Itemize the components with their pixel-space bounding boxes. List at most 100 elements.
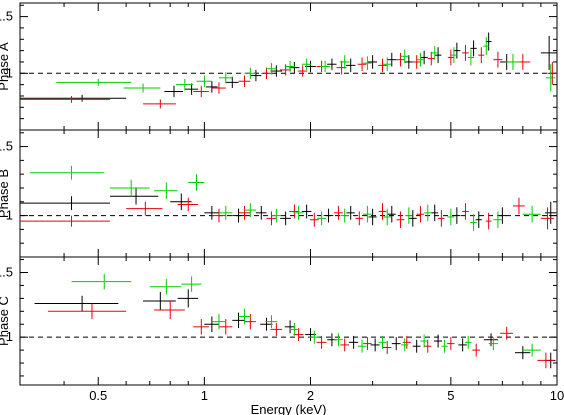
data-point-red — [193, 319, 209, 335]
data-point-green — [405, 207, 413, 224]
data-point-red — [280, 64, 291, 76]
data-point-black — [408, 210, 417, 227]
data-point-red — [462, 44, 469, 61]
data-point-green — [308, 330, 320, 344]
data-point-red — [485, 212, 492, 230]
y-axis-label-2: Phase B — [0, 169, 11, 218]
data-point-black — [164, 85, 184, 98]
data-point-black — [225, 76, 239, 89]
data-point-black — [348, 335, 359, 349]
data-point-green — [289, 322, 300, 336]
data-point-green — [238, 308, 251, 325]
x-tick-label: 0.5 — [89, 388, 107, 403]
data-point-green — [175, 78, 194, 91]
data-point-green — [441, 339, 448, 353]
data-point-black — [327, 58, 337, 70]
data-point-red — [472, 343, 481, 357]
data-point-red — [438, 210, 445, 227]
data-point-red — [193, 85, 209, 98]
y-tick-label: 1 — [6, 65, 13, 80]
data-point-red — [261, 67, 272, 79]
data-point-green — [378, 335, 387, 349]
data-point-black — [345, 58, 356, 73]
data-point-green — [339, 55, 350, 69]
data-point-black — [110, 187, 159, 205]
data-point-red — [266, 211, 277, 226]
data-point-red — [177, 197, 199, 212]
data-point-red — [427, 51, 435, 66]
data-point-green — [483, 37, 490, 56]
x-tick-label: 5 — [447, 388, 454, 403]
data-point-green — [333, 333, 343, 347]
data-point-green — [218, 72, 233, 84]
data-point-green — [149, 278, 182, 295]
data-point-green — [357, 339, 367, 353]
data-point-green — [181, 276, 202, 292]
data-point-black — [431, 204, 439, 222]
data-point-black — [143, 291, 176, 311]
y-tick-label: 1.5 — [0, 139, 13, 154]
data-point-green — [301, 58, 312, 70]
data-point-red — [512, 197, 525, 215]
data-point-black — [280, 211, 291, 226]
data-point-green — [154, 182, 178, 200]
data-point-green — [293, 205, 304, 220]
data-point-red — [493, 51, 503, 68]
data-point-black — [323, 208, 334, 223]
data-point-green — [416, 52, 425, 67]
data-point-green — [123, 83, 161, 93]
y-axis-label-3: Phase C — [0, 296, 11, 346]
data-point-green — [505, 54, 520, 70]
data-point-red — [297, 65, 308, 77]
data-point-black — [289, 61, 300, 74]
data-point-red — [424, 339, 432, 353]
data-point-black — [301, 204, 312, 219]
data-point-black — [184, 83, 199, 95]
data-point-green — [522, 205, 541, 223]
data-point-black — [367, 55, 378, 69]
x-tick-label: 1 — [201, 388, 208, 403]
data-point-green — [110, 179, 150, 197]
data-point-red — [500, 326, 513, 340]
data-point-black — [434, 47, 442, 64]
data-point-green — [447, 208, 455, 226]
data-point-green — [188, 174, 205, 191]
data-point-green — [363, 205, 372, 223]
data-point-green — [450, 47, 457, 64]
data-point-green — [211, 313, 226, 330]
data-point-green — [29, 165, 105, 180]
data-point-green — [420, 334, 428, 348]
data-point-black — [470, 40, 477, 57]
data-point-red — [20, 215, 111, 227]
y-tick-label: 1 — [6, 329, 13, 344]
data-point-green — [265, 315, 278, 329]
data-point-red — [357, 57, 367, 72]
data-point-black — [545, 201, 557, 224]
data-point-red — [20, 95, 111, 103]
data-point-black — [346, 205, 355, 220]
data-point-red — [340, 338, 349, 352]
data-point-green — [493, 211, 503, 229]
data-point-black — [453, 42, 461, 59]
data-point-red — [211, 208, 226, 223]
data-point-green — [196, 75, 212, 87]
data-point-black — [204, 316, 219, 332]
data-point-red — [238, 75, 251, 87]
data-point-green — [400, 338, 409, 352]
panel-frame-2 — [19, 129, 558, 258]
y-tick-label: 1 — [6, 208, 13, 223]
data-point-black — [458, 338, 467, 352]
data-point-black — [404, 55, 413, 69]
data-point-black — [177, 289, 199, 308]
data-point-black — [284, 320, 296, 334]
data-point-green — [284, 60, 296, 73]
data-point-red — [537, 352, 554, 369]
y-axis-label-1: Phase A — [0, 42, 11, 91]
data-point-black — [497, 207, 507, 224]
data-point-red — [412, 55, 421, 69]
data-point-green — [522, 343, 541, 357]
data-point-black — [20, 196, 111, 211]
data-point-red — [363, 337, 372, 351]
data-point-black — [270, 65, 282, 77]
